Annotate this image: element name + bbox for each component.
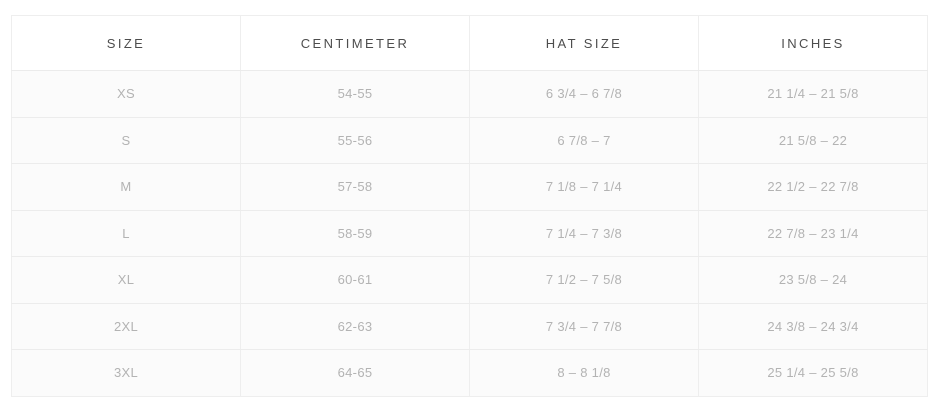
column-header-centimeter: CENTIMETER — [240, 15, 470, 71]
cell-hat-size: 7 1/8 – 7 1/4 — [469, 163, 699, 211]
cell-centimeter: 54-55 — [240, 70, 470, 118]
column-header-size: SIZE — [11, 15, 241, 71]
table-row: 2XL 62-63 7 3/4 – 7 7/8 24 3/8 – 24 3/4 — [11, 303, 928, 350]
size-chart-table: SIZE CENTIMETER HAT SIZE INCHES XS 54-55… — [11, 15, 928, 397]
cell-hat-size: 6 3/4 – 6 7/8 — [469, 70, 699, 118]
cell-hat-size: 8 – 8 1/8 — [469, 349, 699, 396]
cell-centimeter: 64-65 — [240, 349, 470, 396]
table-row: L 58-59 7 1/4 – 7 3/8 22 7/8 – 23 1/4 — [11, 210, 928, 257]
cell-hat-size: 7 3/4 – 7 7/8 — [469, 303, 699, 350]
cell-inches: 23 5/8 – 24 — [698, 256, 928, 304]
cell-centimeter: 55-56 — [240, 117, 470, 164]
table-header: SIZE CENTIMETER HAT SIZE INCHES — [11, 15, 928, 71]
cell-inches: 22 1/2 – 22 7/8 — [698, 163, 928, 211]
cell-inches: 24 3/8 – 24 3/4 — [698, 303, 928, 350]
column-header-hat-size: HAT SIZE — [469, 15, 699, 71]
table-body: XS 54-55 6 3/4 – 6 7/8 21 1/4 – 21 5/8 S… — [11, 70, 928, 396]
cell-size: M — [11, 163, 241, 211]
table-row: XS 54-55 6 3/4 – 6 7/8 21 1/4 – 21 5/8 — [11, 70, 928, 118]
cell-size: L — [11, 210, 241, 257]
cell-inches: 21 5/8 – 22 — [698, 117, 928, 164]
cell-hat-size: 6 7/8 – 7 — [469, 117, 699, 164]
cell-centimeter: 62-63 — [240, 303, 470, 350]
table-row: M 57-58 7 1/8 – 7 1/4 22 1/2 – 22 7/8 — [11, 163, 928, 211]
cell-size: 2XL — [11, 303, 241, 350]
table-header-row: SIZE CENTIMETER HAT SIZE INCHES — [11, 15, 928, 71]
cell-size: XL — [11, 256, 241, 304]
cell-centimeter: 58-59 — [240, 210, 470, 257]
size-chart-container: SIZE CENTIMETER HAT SIZE INCHES XS 54-55… — [11, 15, 928, 397]
cell-hat-size: 7 1/4 – 7 3/8 — [469, 210, 699, 257]
cell-size: 3XL — [11, 349, 241, 396]
column-header-inches: INCHES — [698, 15, 928, 71]
cell-centimeter: 57-58 — [240, 163, 470, 211]
table-row: 3XL 64-65 8 – 8 1/8 25 1/4 – 25 5/8 — [11, 349, 928, 396]
cell-centimeter: 60-61 — [240, 256, 470, 304]
table-row: S 55-56 6 7/8 – 7 21 5/8 – 22 — [11, 117, 928, 164]
cell-size: S — [11, 117, 241, 164]
cell-inches: 22 7/8 – 23 1/4 — [698, 210, 928, 257]
cell-hat-size: 7 1/2 – 7 5/8 — [469, 256, 699, 304]
cell-inches: 21 1/4 – 21 5/8 — [698, 70, 928, 118]
cell-size: XS — [11, 70, 241, 118]
table-row: XL 60-61 7 1/2 – 7 5/8 23 5/8 – 24 — [11, 256, 928, 304]
cell-inches: 25 1/4 – 25 5/8 — [698, 349, 928, 396]
